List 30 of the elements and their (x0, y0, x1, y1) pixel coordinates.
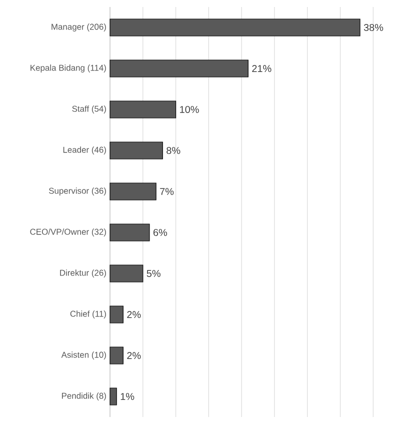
data-label: 21% (252, 65, 272, 72)
data-label: 7% (160, 188, 174, 195)
y-tick-label: Staff (54) (72, 106, 106, 114)
bar (110, 182, 156, 200)
data-label: 38% (364, 24, 384, 32)
bar (110, 264, 144, 282)
y-tick-label: Direktur (26) (60, 270, 106, 278)
y-tick-label: Manager (206) (52, 24, 106, 32)
y-tick-label: Kepala Bidang (114) (30, 64, 106, 72)
bar (110, 346, 124, 364)
data-label: 2% (127, 311, 141, 318)
bar (110, 100, 176, 118)
bar (110, 306, 124, 324)
y-tick-label: Pendidik (8) (62, 392, 106, 400)
data-label: 8% (166, 146, 180, 154)
bar (110, 388, 117, 406)
bar (110, 60, 248, 78)
data-label: 2% (127, 352, 141, 360)
data-label: 6% (153, 228, 168, 236)
y-tick-label: Chief (11) (70, 310, 106, 318)
data-label: 10% (180, 106, 199, 114)
bar (110, 18, 360, 36)
bar (110, 224, 150, 242)
data-label: 5% (146, 270, 160, 278)
bar (110, 142, 163, 160)
y-tick-label: CEO/VP/Owner (32) (30, 228, 106, 236)
y-tick-label: Leader (46) (63, 146, 106, 154)
data-label: 1% (120, 393, 134, 400)
y-tick-label: Asisten (10) (61, 352, 106, 360)
y-tick-label: Supervisor (36) (48, 188, 106, 196)
